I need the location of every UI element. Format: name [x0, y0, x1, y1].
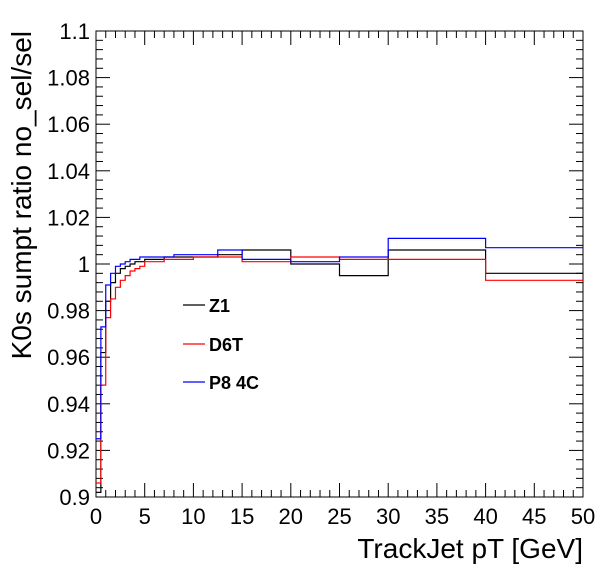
x-tick-label: 35 — [425, 504, 449, 529]
series-line-d6t — [96, 256, 583, 484]
series-layer — [96, 237, 583, 493]
legend-label: P8 4C — [209, 373, 259, 393]
y-tick-label: 1.1 — [59, 19, 90, 44]
y-tick-label: 0.9 — [59, 485, 90, 510]
x-tick-label: 15 — [230, 504, 254, 529]
series-line-p8-4c — [96, 237, 583, 440]
y-tick-label: 0.92 — [47, 438, 90, 463]
y-tick-label: 1.06 — [47, 112, 90, 137]
y-axis-title: K0s sumpt ratio no_sel/sel — [6, 31, 37, 359]
legend-label: D6T — [209, 335, 243, 355]
y-tick-label: 1.08 — [47, 66, 90, 91]
x-tick-label: 25 — [327, 504, 351, 529]
x-tick-label: 20 — [279, 504, 303, 529]
y-tick-label: 0.94 — [47, 392, 90, 417]
x-tick-label: 5 — [139, 504, 151, 529]
x-axis-title: TrackJet pT [GeV] — [357, 533, 583, 564]
x-tick-label: 50 — [571, 504, 595, 529]
series-line-z1 — [96, 249, 583, 493]
legend-label: Z1 — [209, 296, 230, 316]
axes: 0 5 10 15 20 25 30 35 40 45 50 0.9 0.92 0.94 0.96 0.98 1… — [47, 19, 595, 529]
y-tick-label: 0.96 — [47, 345, 90, 370]
legend: Z1 D6T P8 4C — [183, 296, 259, 393]
x-tick-label: 45 — [522, 504, 546, 529]
x-tick-label: 30 — [376, 504, 400, 529]
y-tick-label: 1 — [78, 252, 90, 277]
y-tick-label: 1.02 — [47, 205, 90, 230]
y-tick-label: 0.98 — [47, 299, 90, 324]
x-tick-label: 10 — [181, 504, 205, 529]
x-tick-label: 40 — [473, 504, 497, 529]
x-tick-label: 0 — [90, 504, 102, 529]
y-tick-label: 1.04 — [47, 159, 90, 184]
